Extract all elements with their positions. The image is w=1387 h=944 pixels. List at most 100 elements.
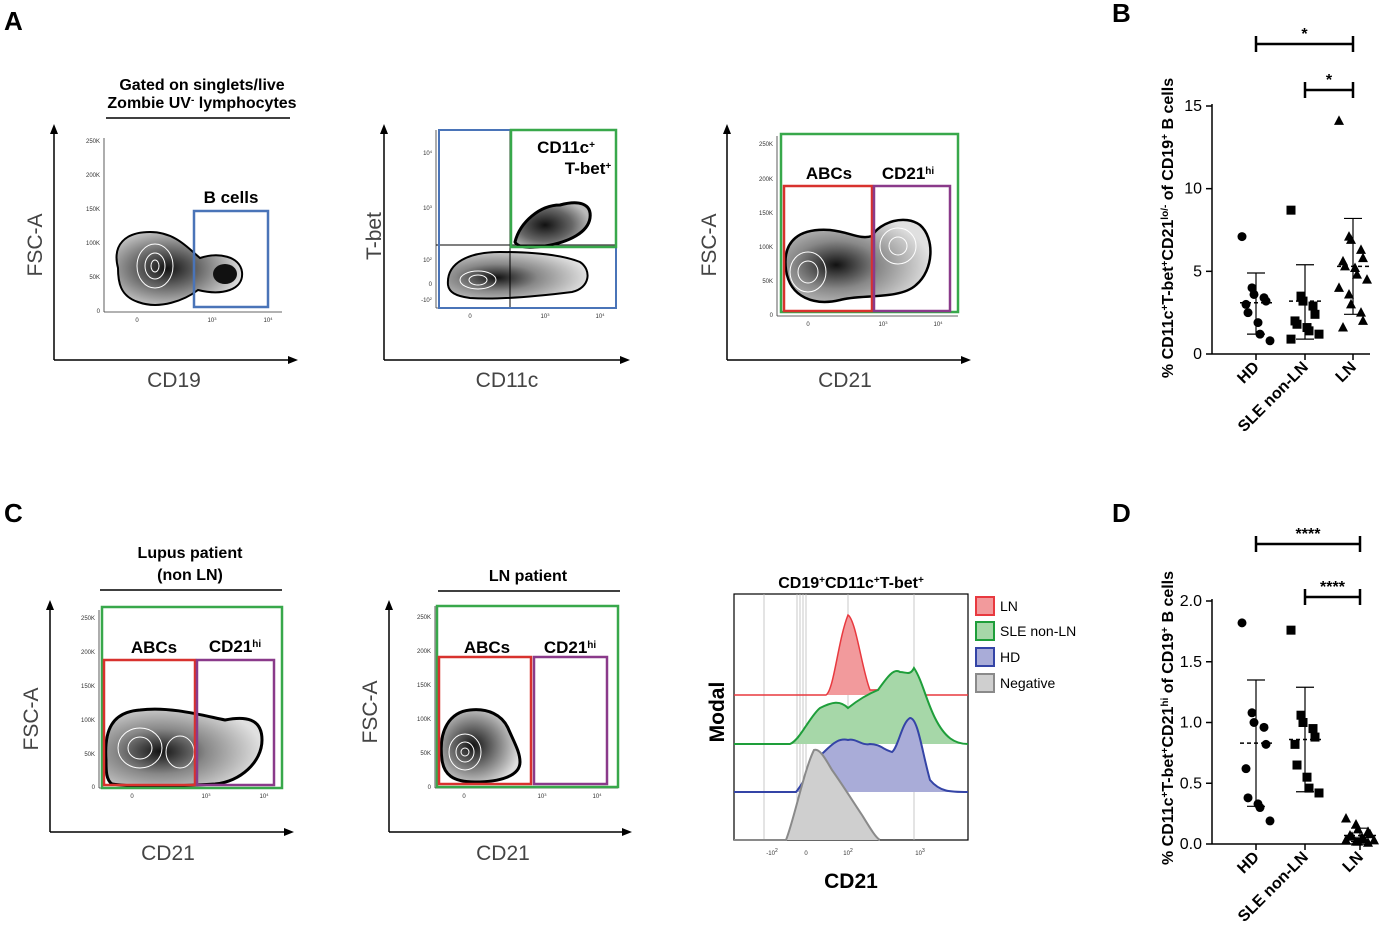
y-tick: 0 — [429, 282, 433, 288]
histogram-x-ticks: -102 0 102 103 — [766, 848, 925, 857]
x-axis-arrow — [284, 828, 294, 836]
histogram-hd-curve — [734, 716, 969, 793]
y-tick-label: 5 — [1193, 263, 1202, 280]
data-point — [1302, 772, 1312, 782]
density-plot — [104, 707, 264, 788]
data-point — [1255, 329, 1265, 339]
panel-a-plot1-header-line2: Zombie UV- lymphocytes — [107, 95, 296, 113]
inner-y-ticks: 250K 200K 150K 100K 50K 0 — [417, 615, 432, 791]
inner-x-ticks: 0 103 104 — [135, 316, 273, 325]
legend-label-ln: LN — [1000, 598, 1018, 614]
y-tick: 50K — [762, 279, 773, 285]
y-tick: 200K — [81, 650, 95, 656]
x-tick: 103 — [879, 320, 889, 329]
data-point — [1298, 296, 1308, 306]
data-point — [1314, 788, 1324, 798]
legend-item-ln: LN — [975, 596, 1018, 616]
panel-b-y-label: % CD11c+T-bet+CD21lo/- of CD19+ B cells — [1160, 78, 1178, 378]
outer-gate — [435, 604, 620, 789]
data-point — [1292, 319, 1302, 329]
data-point — [1255, 803, 1265, 813]
data-point — [1253, 318, 1263, 328]
abcs-gate — [782, 184, 874, 313]
data-point — [1344, 288, 1354, 299]
data-point — [1304, 326, 1314, 336]
inner-y-ticks: 250K 200K 150K 100K 50K 0 — [759, 142, 774, 319]
legend-swatch-ln — [975, 596, 995, 616]
legend-item-sle: SLE non-LN — [975, 621, 1076, 641]
significance-label: * — [1326, 72, 1333, 89]
data-point — [1356, 307, 1366, 317]
y-axis-arrow — [723, 124, 731, 134]
histogram-y-label: Modal — [706, 682, 729, 743]
data-point — [1308, 301, 1318, 311]
panel-c-histogram: CD19+CD11c+T-bet+ Modal CD21 -102 0 102 … — [706, 575, 1076, 894]
data-point — [1243, 793, 1253, 803]
legend-label-sle: SLE non-LN — [1000, 623, 1076, 639]
outer-gate — [100, 605, 284, 790]
data-point — [1358, 315, 1368, 325]
data-point — [1290, 739, 1300, 749]
data-point — [1261, 296, 1271, 306]
y-tick: 0 — [97, 309, 101, 315]
tbet-gate-label: T-bet+ — [565, 159, 612, 178]
y-tick-label: 15 — [1184, 98, 1202, 115]
x-tick: 0 — [468, 314, 472, 320]
y-tick: 100K — [759, 245, 773, 251]
panel-letter-c: C — [4, 498, 23, 528]
x-tick: 104 — [264, 316, 274, 325]
histogram-legend: LN SLE non-LN HD Negative — [975, 596, 1076, 693]
inner-y-ticks: 250K 200K 150K 100K 50K 0 — [81, 616, 96, 791]
cd21hi-gate-label: CD21hi — [544, 638, 597, 657]
abcs-gate — [437, 655, 533, 786]
y-tick: 50K — [84, 752, 95, 758]
y-tick-label: 1.5 — [1180, 654, 1202, 671]
x-category-label: HD — [1234, 849, 1262, 877]
data-point — [1286, 625, 1296, 635]
y-tick: 100K — [417, 717, 431, 723]
data-point — [1237, 618, 1247, 628]
data-point — [1249, 289, 1259, 299]
y-axis-label: FSC-A — [24, 214, 47, 277]
legend-label-negative: Negative — [1000, 675, 1055, 691]
data-point — [1365, 828, 1375, 839]
y-tick: 104 — [423, 149, 433, 158]
y-tick: 100K — [81, 718, 95, 724]
x-tick: -102 — [766, 848, 778, 857]
data-point — [1363, 837, 1373, 847]
x-tick: 103 — [541, 312, 551, 321]
y-tick: 250K — [759, 142, 773, 148]
panel-a-plot2: T-bet CD11c 104 103 102 0 -102 0 103 104… — [363, 124, 630, 392]
x-category-label: LN — [1333, 359, 1360, 386]
significance-label: * — [1301, 26, 1308, 43]
cd21hi-gate-label: CD21hi — [882, 164, 935, 183]
y-tick: 103 — [423, 204, 433, 213]
x-tick: 0 — [130, 794, 134, 800]
data-point — [1353, 836, 1363, 846]
data-point — [1247, 708, 1257, 718]
data-point — [1243, 308, 1253, 318]
y-tick: 250K — [81, 616, 95, 622]
y-tick: 250K — [417, 615, 431, 621]
data-point — [1308, 724, 1318, 734]
y-tick: 250K — [86, 139, 100, 145]
data-point — [1265, 816, 1275, 826]
y-axis-arrow — [385, 600, 393, 610]
data-point — [1314, 329, 1324, 339]
y-tick: 150K — [417, 683, 431, 689]
x-category-label: HD — [1234, 359, 1262, 387]
density-plot — [446, 201, 592, 300]
b-cells-gate-label: B cells — [204, 188, 259, 207]
density-plot — [439, 708, 522, 784]
inner-y-ticks: 250K 200K 150K 100K 50K 0 — [86, 139, 101, 315]
panel-a-plot3: FSC-A CD21 250K 200K 150K 100K 50K 0 0 1… — [698, 124, 971, 392]
y-tick: 150K — [759, 211, 773, 217]
data-point — [1353, 823, 1363, 834]
cd11c-gate-label: CD11c+ — [537, 138, 595, 157]
density-plot — [784, 218, 932, 304]
panel-d-y-label: % CD11c+T-bet+CD21hi of CD19+ B cells — [1160, 571, 1178, 865]
data-point — [1338, 322, 1348, 332]
abcs-gate-label: ABCs — [464, 638, 510, 657]
y-tick: 200K — [417, 649, 431, 655]
